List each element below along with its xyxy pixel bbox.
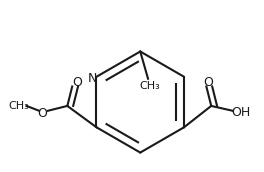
Text: CH₃: CH₃ bbox=[140, 82, 160, 92]
Text: N: N bbox=[88, 72, 97, 85]
Text: O: O bbox=[72, 76, 82, 89]
Text: CH₃: CH₃ bbox=[8, 101, 29, 111]
Text: OH: OH bbox=[231, 106, 250, 119]
Text: O: O bbox=[203, 76, 213, 89]
Text: O: O bbox=[37, 107, 47, 120]
